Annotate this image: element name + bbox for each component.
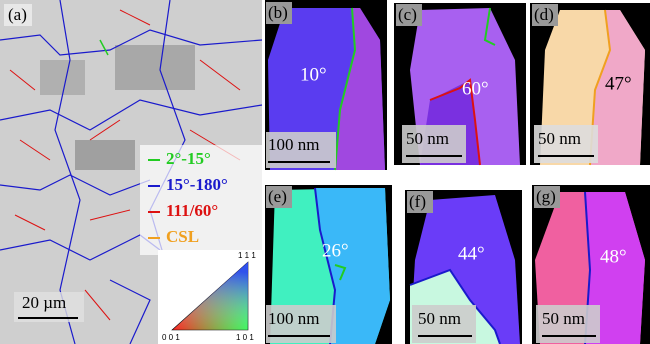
ipf-label: 1 1 1: [238, 251, 256, 260]
angle-label: 47°: [605, 73, 632, 94]
panel-label: (e): [268, 187, 287, 206]
scale-bar-label: 20 µm: [22, 293, 66, 312]
legend-label: CSL: [166, 227, 199, 246]
panel-label: (g): [536, 187, 556, 206]
panel-b: (b) 10° 100 nm: [265, 0, 387, 170]
panel-d: (d) 47° 50 nm: [530, 3, 650, 165]
panel-label: (d): [534, 5, 554, 24]
grain: [115, 45, 195, 90]
angle-label: 60°: [462, 78, 489, 99]
panel-label: (f): [409, 192, 426, 211]
scale-bar-label: 100 nm: [268, 309, 319, 328]
panel-e: (e) 26° 100 nm: [265, 185, 392, 344]
scale-bar-label: 100 nm: [268, 135, 319, 154]
angle-label: 26°: [322, 240, 349, 261]
angle-label: 10°: [300, 64, 327, 85]
panel-a: (a) 20 µm 2°-15° 15°-180° 111/60° CSL 1 1 1…: [0, 0, 262, 344]
legend-label: 2°-15°: [166, 149, 211, 168]
scale-bar-label: 50 nm: [418, 309, 461, 328]
scale-bar-label: 50 nm: [406, 129, 449, 148]
scale-bar-label: 50 nm: [538, 129, 581, 148]
panel-label: (c): [398, 5, 417, 24]
angle-label: 44°: [458, 243, 485, 264]
legend-label: 15°-180°: [166, 175, 228, 194]
angle-label: 48°: [600, 246, 627, 267]
panel-label: (a): [8, 5, 27, 24]
panel-c: (c) 60° 50 nm: [394, 3, 526, 165]
grain: [75, 140, 135, 170]
grain: [40, 60, 85, 95]
panel-g: (g) 48° 50 nm: [532, 185, 650, 344]
figure: (a) 20 µm 2°-15° 15°-180° 111/60° CSL 1 1 1…: [0, 0, 650, 344]
legend-label: 111/60°: [166, 201, 218, 220]
ipf-label: 0 0 1: [162, 333, 180, 342]
scale-bar-label: 50 nm: [542, 309, 585, 328]
panel-f: (f) 44° 50 nm: [405, 190, 522, 344]
panel-label: (b): [268, 3, 288, 22]
ipf-label: 1 0 1: [236, 333, 254, 342]
